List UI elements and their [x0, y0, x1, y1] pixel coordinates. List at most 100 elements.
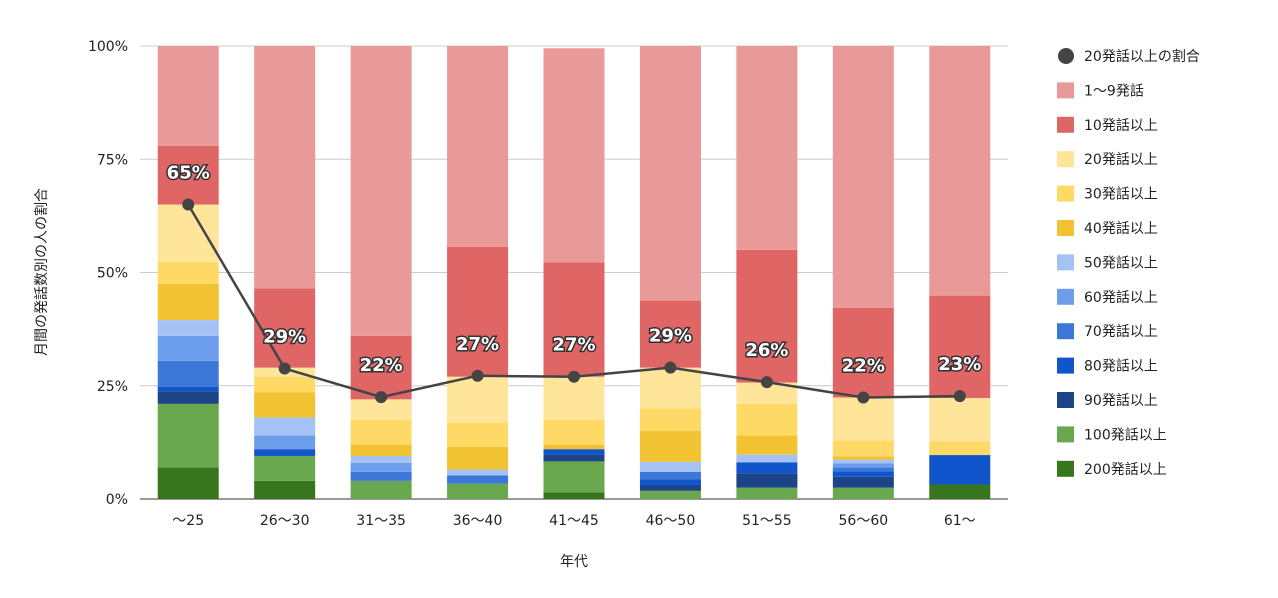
legend-swatch: [1057, 357, 1074, 374]
ratio-data-label: 22%: [842, 356, 885, 377]
bar-segment: [157, 403, 219, 468]
legend-swatch: [1057, 254, 1074, 271]
bar-segment: [929, 397, 991, 442]
bar-segment: [543, 461, 605, 493]
bar-segment: [254, 392, 316, 418]
bar-segment: [447, 246, 509, 377]
bar-segment: [157, 204, 219, 263]
legend-swatch: [1057, 220, 1074, 236]
legend-swatch: [1057, 82, 1074, 99]
legend-label: 80発話以上: [1084, 358, 1158, 375]
bar-segment: [736, 249, 798, 383]
bar-segment: [157, 320, 219, 336]
bar-segment: [832, 397, 894, 441]
legend-label: 90発話以上: [1084, 392, 1158, 409]
bar-segment: [447, 475, 509, 484]
bar-segment: [157, 262, 219, 284]
ratio-data-label: 65%: [167, 163, 210, 184]
bar-segment: [736, 435, 798, 455]
bar-segment: [157, 386, 219, 392]
bar-segment: [350, 399, 412, 420]
bar-segment: [157, 335, 219, 361]
bar-segment: [157, 46, 219, 146]
bar-segment: [543, 419, 605, 445]
bar-segment: [639, 479, 701, 485]
bar-segment: [832, 307, 894, 398]
bar-segment: [736, 487, 798, 499]
bar-segment: [254, 417, 316, 436]
legend-label: 1〜9発話: [1084, 82, 1144, 99]
bar-segment: [929, 484, 991, 499]
bar-segment: [447, 46, 509, 247]
bar-segment: [254, 288, 316, 368]
legend-label: 100発話以上: [1084, 426, 1167, 443]
ratio-data-label: 23%: [938, 354, 981, 375]
ratio-point: [760, 376, 773, 389]
bar-segment: [447, 469, 509, 476]
bar-segment: [736, 382, 798, 404]
bar-segment: [350, 419, 412, 445]
legend-swatch: [1057, 151, 1074, 168]
bar-segment: [543, 449, 605, 455]
x-tick-label: 51〜55: [742, 513, 792, 529]
y-axis-title: 月間の発話数別の人の割合: [33, 188, 50, 356]
bar-segment: [736, 473, 798, 488]
y-tick-labels: 0% 25% 50% 75% 100%: [88, 39, 128, 508]
x-tick-labels: 〜25 26〜30 31〜35 36〜40 41〜45 46〜50 51〜55 56〜60 61…: [172, 513, 975, 529]
legend-label: 60発話以上: [1084, 289, 1158, 306]
bar-segment: [447, 446, 509, 470]
y-tick-label: 50%: [97, 266, 128, 282]
bar-segment: [832, 487, 894, 499]
legend-label: 200発話以上: [1084, 461, 1167, 478]
y-tick-label: 0%: [106, 492, 128, 508]
bar-segment: [929, 295, 991, 398]
legend-line-marker: [1058, 48, 1074, 64]
bar-segment: [929, 441, 991, 456]
bar-segment: [832, 459, 894, 464]
bar-segment: [736, 46, 798, 250]
bar-segment: [639, 490, 701, 499]
bar-segment: [254, 46, 316, 289]
bar-segment: [639, 46, 701, 301]
legend-swatch: [1057, 185, 1074, 202]
bar-segment: [832, 440, 894, 457]
ratio-point: [278, 362, 291, 375]
bar-segment: [157, 283, 219, 321]
legend-label: 70発話以上: [1084, 323, 1158, 340]
bar-segment: [639, 408, 701, 432]
ratio-data-label: 29%: [649, 326, 692, 347]
bar-segment: [350, 480, 412, 499]
legend-swatch: [1057, 460, 1074, 477]
y-tick-label: 100%: [88, 39, 128, 55]
y-tick-label: 75%: [97, 152, 128, 168]
bar-segment: [254, 376, 316, 393]
bar-segment: [639, 431, 701, 462]
bar-segment: [350, 46, 412, 336]
x-tick-label: 26〜30: [260, 513, 310, 529]
bar-segment: [350, 462, 412, 472]
ratio-point: [664, 361, 677, 374]
ratio-data-label: 29%: [263, 327, 306, 348]
bar-segment: [832, 46, 894, 308]
bar-segment: [254, 480, 316, 499]
bar-segment: [350, 471, 412, 481]
bar-segment: [832, 467, 894, 472]
legend-label: 30発話以上: [1084, 186, 1158, 203]
ratio-point: [857, 391, 870, 404]
ratio-point: [568, 370, 580, 383]
ratio-data-label: 27%: [552, 335, 595, 356]
bar-segment: [447, 422, 509, 447]
y-tick-label: 25%: [97, 379, 128, 395]
bar-segment: [832, 476, 894, 488]
bar-segment: [543, 262, 605, 377]
bar-segment: [736, 454, 798, 463]
bar-segment: [543, 48, 605, 263]
legend-label: 10発話以上: [1084, 117, 1158, 134]
bar-segment: [832, 471, 894, 477]
ratio-point: [375, 391, 388, 404]
bar-segment: [157, 467, 219, 499]
bar-segment: [736, 462, 798, 474]
ratio-data-label: 22%: [360, 355, 403, 376]
x-tick-label: 46〜50: [646, 513, 696, 529]
x-tick-label: 56〜60: [839, 513, 889, 529]
